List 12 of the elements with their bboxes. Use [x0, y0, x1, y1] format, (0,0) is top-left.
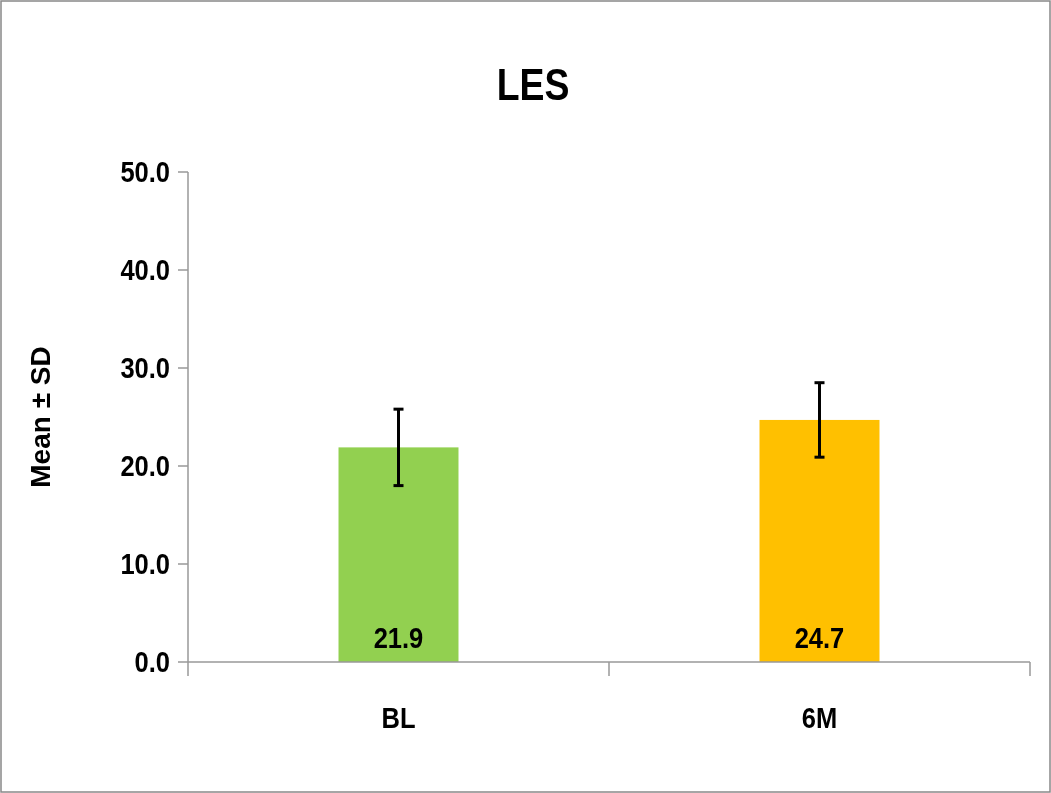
y-tick-label: 0.0: [134, 645, 170, 679]
chart-title: LES: [496, 60, 570, 110]
y-axis-title: Mean ± SD: [25, 346, 56, 488]
y-tick-label: 30.0: [120, 351, 170, 385]
data-label: 24.7: [794, 621, 845, 655]
y-tick-label: 20.0: [120, 449, 170, 483]
data-label: 21.9: [373, 621, 424, 655]
y-tick-label: 50.0: [120, 155, 170, 189]
x-tick-label: 6M: [801, 701, 838, 735]
y-tick-label: 10.0: [120, 547, 170, 581]
y-tick-label: 40.0: [120, 253, 170, 287]
x-tick-label: BL: [381, 701, 416, 735]
